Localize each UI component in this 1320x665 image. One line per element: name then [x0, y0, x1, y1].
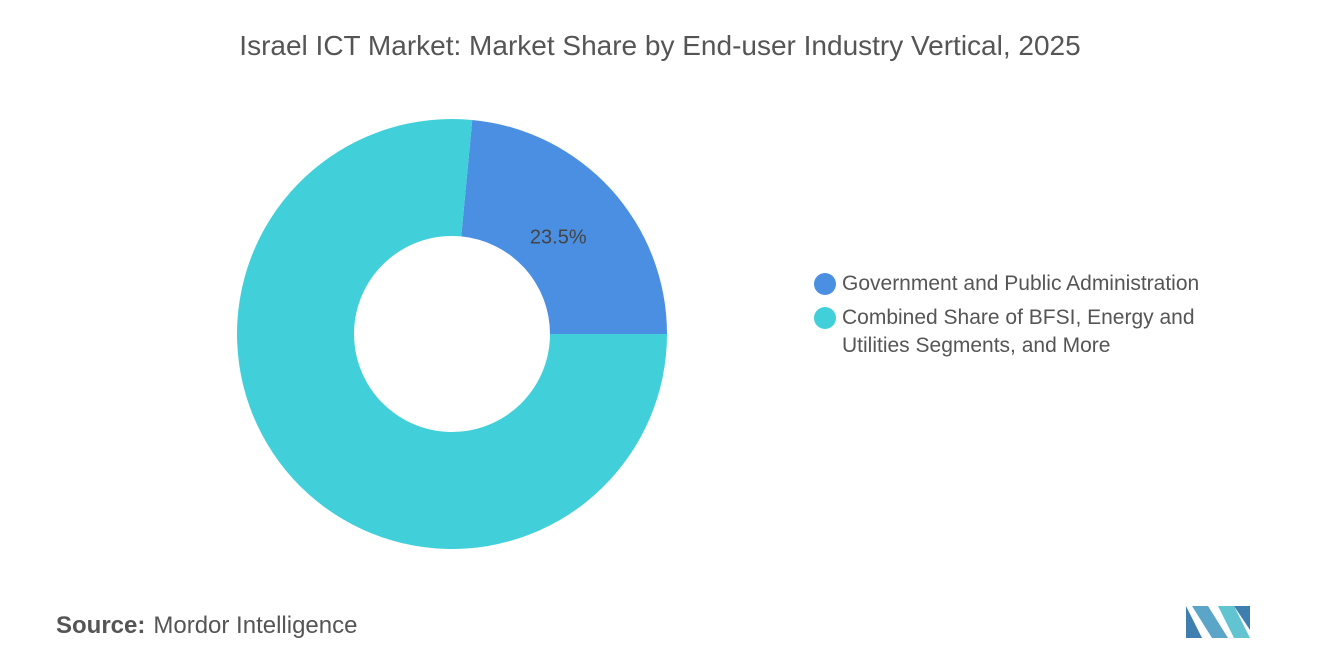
legend-item: Government and Public Administration: [814, 270, 1234, 298]
slice: [461, 119, 667, 334]
slice: [237, 119, 667, 550]
legend-swatch: [814, 307, 836, 329]
legend-item: Combined Share of BFSI, Energy and Utili…: [814, 304, 1234, 360]
legend-label: Government and Public Administration: [842, 272, 1200, 295]
source-text: Mordor Intelligence: [153, 612, 358, 639]
source: Source: Mordor Intelligence: [56, 612, 357, 640]
legend: Government and Public Administration Comb…: [814, 270, 1234, 366]
chart-title: Israel ICT Market: Market Share by End-u…: [239, 30, 1081, 61]
logo: [1186, 606, 1250, 638]
legend-swatch: [814, 273, 836, 295]
data-label: 23.5%: [530, 226, 587, 248]
legend-label: Combined Share of BFSI, Energy and Utili…: [842, 306, 1195, 357]
source-label: Source:: [56, 612, 146, 639]
